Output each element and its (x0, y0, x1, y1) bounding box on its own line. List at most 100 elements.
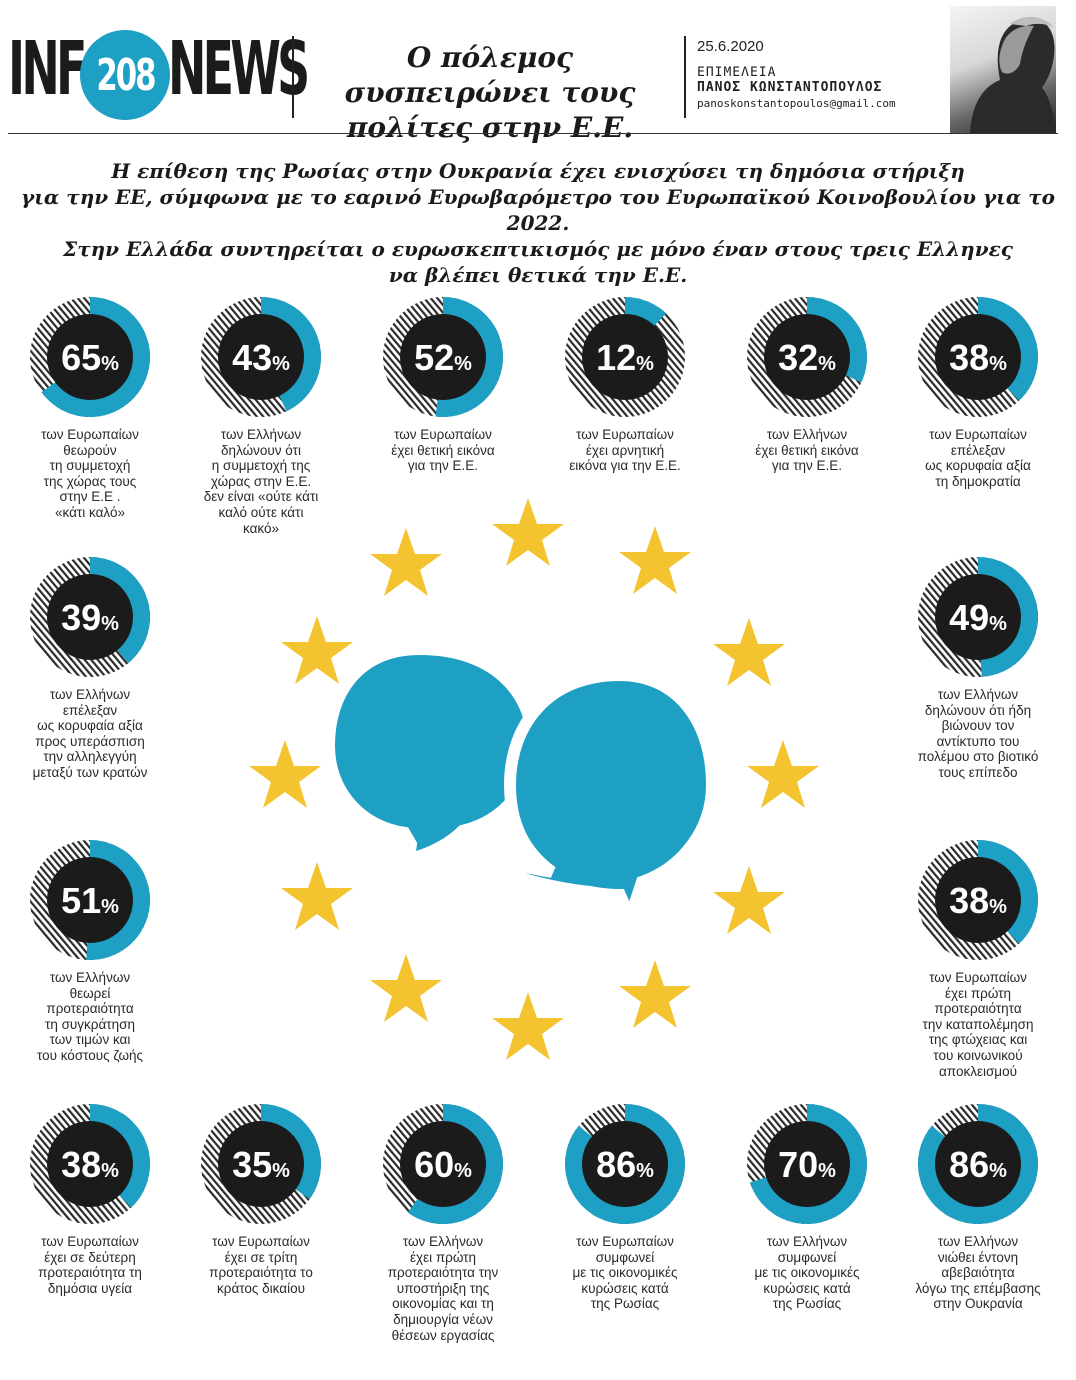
donut-center (582, 314, 668, 400)
percent-label: 35% (232, 1144, 290, 1185)
stat-block: 38% των Ευρωπαίων έχει πρώτη προτεραιότητα τ… (893, 838, 1063, 1079)
donut-center (935, 314, 1021, 400)
stat-caption: των Ελλήνων νιώθει έντονη αβεβαιότητα λόγω … (893, 1234, 1063, 1312)
donut-chart: 70% (747, 1104, 867, 1224)
stat-caption-line: έχει θετική εικόνα (391, 442, 495, 458)
donut-center (400, 1121, 486, 1207)
divider (684, 36, 686, 118)
stat-caption-line: έχει θετική εικόνα (755, 442, 859, 458)
stat-caption-line: η συμμετοχή της (211, 458, 311, 474)
stat-caption-line: λόγω της επέμβασης (915, 1280, 1041, 1296)
stat-caption-line: έχει σε δεύτερη (44, 1249, 136, 1265)
percent-label: 12% (596, 337, 654, 378)
percent-label: 49% (949, 597, 1007, 638)
stat-caption-line: θεωρούν (63, 442, 117, 458)
stat-block: 49% των Ελλήνων δηλώνουν ότι ήδη βιώνουν το… (893, 555, 1063, 781)
stat-caption-line: του κόστους ζωής (36, 1047, 144, 1063)
star-icon (281, 616, 353, 684)
stat-caption-line: κυρώσεις κατά (763, 1280, 851, 1296)
donut-chart: 49% (918, 557, 1039, 677)
stat-caption-line: δημιουργία νέων (393, 1311, 493, 1327)
percent-label: 60% (414, 1144, 472, 1185)
stat-caption-line: με τις οικονομικές (754, 1265, 860, 1281)
stat-block: 86% των Ευρωπαίων συμφωνεί με τις οικονομικ… (540, 1102, 710, 1312)
stat-caption-line: της Ρωσίας (772, 1296, 842, 1312)
stat-caption-line: των Ευρωπαίων (394, 427, 492, 442)
stat-caption: των Ελλήνων συμφωνεί με τις οικονομικές κυρ… (722, 1234, 892, 1312)
stat-caption-line: των τιμών και (49, 1032, 131, 1048)
stat-block: 43% των Ελλήνων δηλώνουν ότι η συμμετοχή τη… (176, 295, 346, 536)
stat-caption-line: έχει πρώτη (944, 985, 1012, 1001)
stat-caption-line: των Ευρωπαίων (212, 1234, 310, 1249)
stat-caption: των Ελλήνων έχει πρώτη προτεραιότητα την υπ… (358, 1234, 528, 1343)
stat-caption-line: δημόσια υγεία (47, 1280, 133, 1296)
editor-email[interactable]: panoskonstantopoulos@gmail.com (697, 97, 896, 110)
stat-caption-line: των Ελλήνων (766, 1234, 848, 1249)
stat-caption-line: ως κορυφαία αξία (925, 458, 1031, 474)
stat-caption-line: στην Ουκρανία (933, 1296, 1023, 1312)
stat-caption: των Ευρωπαίων έχει σε τρίτη προτεραιότητα … (176, 1234, 346, 1296)
donut-center (47, 1121, 133, 1207)
stat-caption-line: των Ευρωπαίων (576, 427, 674, 442)
subtitle-line: Στην Ελλάδα συντηρείται ο ευρωσκεπτικισμ… (63, 237, 1013, 261)
stat-caption-line: κράτος δικαίου (217, 1280, 305, 1296)
subtitle-line: για την ΕΕ, σύμφωνα με το εαρινό Ευρωβαρ… (21, 185, 1055, 235)
donut-chart: 43% (201, 297, 321, 417)
stat-caption-line: βιώνουν τον (941, 718, 1015, 734)
star-icon (281, 862, 353, 930)
stat-caption: των Ελλήνων θεωρεί προτεραιότητα τη συγκράτ… (5, 970, 175, 1064)
star-icon (370, 954, 442, 1022)
stat-caption: των Ευρωπαίων έχει αρνητική εικόνα για την… (540, 427, 710, 474)
stat-caption-line: υποστήριξη της (396, 1280, 490, 1296)
eu-stars-illustration (230, 490, 840, 1080)
stat-caption-line: των Ελλήνων (49, 970, 131, 985)
stat-caption-line: έχει πρώτη (409, 1249, 477, 1265)
stat-caption-line: των Ευρωπαίων (929, 970, 1027, 985)
stat-block: 38% των Ευρωπαίων έχει σε δεύτερη προτεραιό… (5, 1102, 175, 1296)
star-icon (713, 866, 785, 934)
percent-label: 70% (778, 1144, 836, 1185)
stat-caption-line: «κάτι καλό» (55, 504, 125, 520)
stat-caption-line: προτεραιότητα το (209, 1265, 313, 1281)
stat-caption-line: προτεραιότητα την (387, 1265, 499, 1281)
stat-block: 86% των Ελλήνων νιώθει έντονη αβεβαιότητα λό… (893, 1102, 1063, 1312)
stat-block: 51% των Ελλήνων θεωρεί προτεραιότητα τη συγκ… (5, 838, 175, 1064)
stat-block: 12% των Ευρωπαίων έχει αρνητική εικόνα για … (540, 295, 710, 474)
stat-caption: των Ευρωπαίων επέλεξαν ως κορυφαία αξία τη … (893, 427, 1063, 489)
donut-center (218, 1121, 304, 1207)
stat-caption-line: επέλεξαν (950, 442, 1006, 458)
stat-caption-line: των Ελλήνων (937, 687, 1019, 702)
stat-caption-line: με τις οικονομικές (572, 1265, 678, 1281)
publish-date: 25.6.2020 (697, 38, 764, 55)
donut-center (218, 314, 304, 400)
stat-caption-line: αντίκτυπο του (936, 733, 1020, 749)
star-icon (619, 526, 691, 594)
stat-caption-line: της χώρας τους (43, 473, 137, 489)
donut-chart: 65% (30, 297, 150, 417)
stat-caption-line: των Ευρωπαίων (576, 1234, 674, 1249)
stat-caption-line: κακό» (243, 520, 279, 536)
stat-caption: των Ελλήνων δηλώνουν ότι η συμμετοχή της χώ… (176, 427, 346, 536)
editor-name: ΠΑΝΟΣ ΚΩΝΣΤΑΝΤΟΠΟΥΛΟΣ (697, 80, 883, 95)
percent-label: 86% (596, 1144, 654, 1185)
subtitle-line: Η επίθεση της Ρωσίας στην Ουκρανία έχει … (111, 159, 965, 183)
eu-stars-svg (249, 498, 819, 1060)
donut-chart: 35% (201, 1104, 322, 1224)
stat-caption-line: εικόνα για την Ε.Ε. (569, 458, 681, 474)
stat-block: 39% των Ελλήνων επέλεξαν ως κορυφαία αξία πρ… (5, 555, 175, 781)
divider (292, 36, 294, 118)
author-portrait-icon (970, 16, 1056, 134)
logo-badge: 208 (80, 30, 170, 120)
percent-label: 32% (778, 337, 836, 378)
donut-chart: 32% (747, 297, 867, 417)
donut-center (935, 857, 1021, 943)
stat-caption-line: προτεραιότητα (46, 1001, 134, 1017)
stat-caption-line: των Ελλήνων (402, 1234, 484, 1249)
stat-caption-line: προτεραιότητα (934, 1001, 1022, 1017)
donut-chart: 12% (565, 297, 685, 417)
stat-caption-line: των Ελλήνων (220, 427, 302, 442)
editor-label: ΕΠΙΜΕΛΕΙΑ (697, 65, 777, 80)
stat-caption-line: της φτώχειας και (928, 1032, 1028, 1048)
logo-inf: INF (8, 26, 87, 112)
stat-caption-line: ως κορυφαία αξία (37, 718, 143, 734)
